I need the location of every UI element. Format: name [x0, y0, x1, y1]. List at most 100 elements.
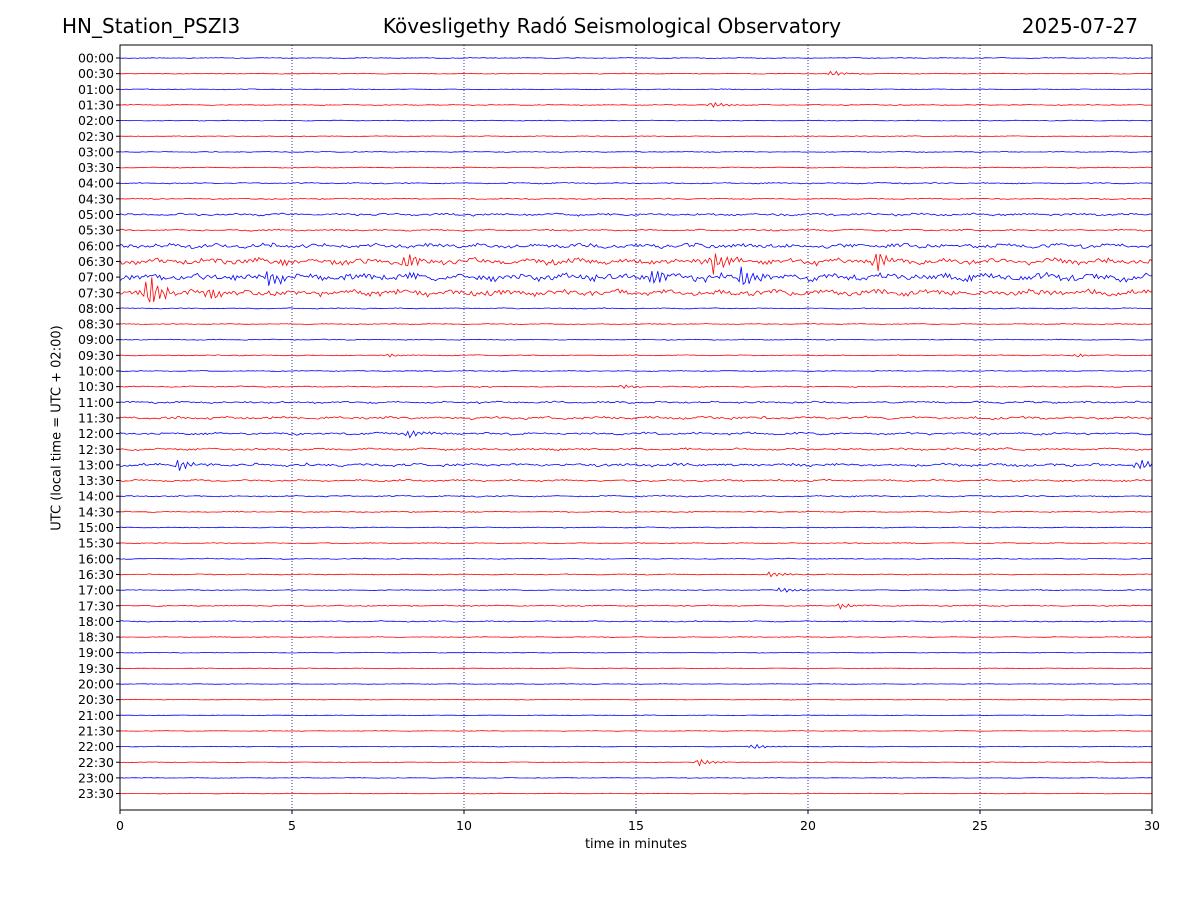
trace-0630 [119, 253, 1153, 275]
y-tick-label: 17:00 [78, 583, 114, 598]
y-tick-label: 05:00 [78, 207, 114, 222]
y-tick-label: 05:30 [78, 223, 114, 238]
y-tick-label: 02:30 [78, 129, 114, 144]
y-tick-label: 23:30 [78, 786, 114, 801]
y-tick-label: 22:30 [78, 755, 114, 770]
y-tick-label: 07:00 [78, 270, 114, 285]
trace-2130 [119, 730, 1152, 732]
observatory-title: Kövesligethy Radó Seismological Observat… [382, 14, 842, 38]
trace-1830 [119, 636, 1153, 638]
trace-0330 [120, 166, 1152, 169]
y-tick-label: 01:30 [78, 97, 114, 112]
y-tick-label: 21:30 [78, 723, 114, 738]
trace-1600 [120, 557, 1153, 560]
y-axis-ticks: 00:0000:3001:0001:3002:0002:3003:0003:30… [78, 51, 120, 801]
y-tick-label: 09:00 [78, 332, 114, 347]
x-axis-ticks: 0 5 10 15 20 25 30 [116, 810, 1160, 833]
trace-0930 [119, 353, 1153, 358]
vertical-gridlines [291, 45, 981, 810]
trace-2030 [119, 698, 1153, 701]
trace-2100 [120, 714, 1153, 717]
y-tick-label: 15:30 [78, 536, 114, 551]
y-tick-label: 00:30 [78, 66, 114, 81]
trace-0100 [120, 88, 1153, 91]
y-tick-label: 14:30 [78, 504, 114, 519]
y-axis-label: UTC (local time = UTC + 02:00) [49, 325, 65, 531]
y-tick-label: 10:30 [78, 379, 114, 394]
y-tick-label: 02:00 [78, 113, 114, 128]
y-tick-label: 16:00 [78, 551, 114, 566]
trace-1530 [119, 542, 1153, 545]
y-tick-label: 20:00 [78, 677, 114, 692]
trace-0030 [119, 70, 1153, 76]
y-tick-label: 08:30 [78, 317, 114, 332]
trace-0700 [119, 266, 1153, 286]
y-tick-label: 14:00 [78, 489, 114, 504]
y-tick-label: 03:00 [78, 144, 114, 159]
trace-1900 [120, 651, 1153, 654]
trace-0800 [119, 307, 1153, 310]
trace-2300 [119, 777, 1153, 779]
y-tick-label: 22:00 [78, 739, 114, 754]
y-tick-label: 17:30 [78, 598, 114, 613]
y-tick-label: 04:00 [78, 176, 114, 191]
trace-0300 [119, 150, 1152, 153]
x-tick-label: 15 [628, 818, 644, 833]
y-tick-label: 15:00 [78, 520, 114, 535]
trace-2330 [120, 792, 1153, 795]
trace-0230 [120, 135, 1153, 138]
trace-0730 [119, 277, 1153, 303]
station-title: HN_Station_PSZI3 [62, 14, 241, 38]
trace-0200 [119, 119, 1153, 122]
x-tick-label: 20 [800, 818, 816, 833]
y-tick-label: 13:00 [78, 457, 114, 472]
trace-1430 [120, 510, 1153, 513]
seismogram-traces [119, 56, 1153, 795]
x-tick-label: 0 [116, 818, 124, 833]
trace-1930 [119, 667, 1153, 670]
y-tick-label: 16:30 [78, 567, 114, 582]
trace-0130 [119, 101, 1152, 108]
trace-2200 [119, 743, 1152, 749]
y-tick-label: 18:00 [78, 614, 114, 629]
trace-0500 [119, 212, 1153, 217]
y-tick-label: 19:30 [78, 661, 114, 676]
x-axis-label: time in minutes [584, 837, 688, 852]
y-tick-label: 21:00 [78, 708, 114, 723]
trace-1630 [119, 571, 1153, 578]
trace-0900 [119, 338, 1153, 341]
y-tick-label: 09:30 [78, 348, 114, 363]
y-tick-label: 01:00 [78, 82, 114, 97]
trace-1500 [119, 526, 1153, 529]
x-tick-label: 5 [288, 818, 296, 833]
trace-1200 [119, 430, 1153, 439]
trace-0000 [119, 56, 1153, 60]
y-tick-label: 04:30 [78, 191, 114, 206]
y-tick-label: 03:30 [78, 160, 114, 175]
trace-2230 [119, 758, 1152, 767]
y-tick-label: 19:00 [78, 645, 114, 660]
trace-1230 [119, 447, 1153, 452]
trace-0530 [119, 228, 1153, 232]
trace-1100 [119, 400, 1153, 405]
trace-1130 [119, 415, 1153, 421]
trace-1400 [119, 494, 1153, 498]
y-tick-label: 06:00 [78, 238, 114, 253]
y-tick-label: 20:30 [78, 692, 114, 707]
trace-1300 [120, 459, 1153, 471]
y-tick-label: 12:00 [78, 426, 114, 441]
trace-1030 [119, 384, 1153, 389]
y-tick-label: 18:30 [78, 630, 114, 645]
trace-1000 [119, 370, 1153, 373]
plot-frame [119, 44, 1153, 811]
y-tick-label: 13:30 [78, 473, 114, 488]
trace-0830 [119, 323, 1153, 326]
y-tick-label: 11:30 [78, 410, 114, 425]
trace-0430 [119, 197, 1153, 201]
trace-0400 [119, 181, 1153, 185]
y-tick-label: 10:00 [78, 364, 114, 379]
trace-1700 [119, 587, 1153, 593]
trace-1730 [119, 603, 1153, 610]
y-tick-label: 07:30 [78, 285, 114, 300]
